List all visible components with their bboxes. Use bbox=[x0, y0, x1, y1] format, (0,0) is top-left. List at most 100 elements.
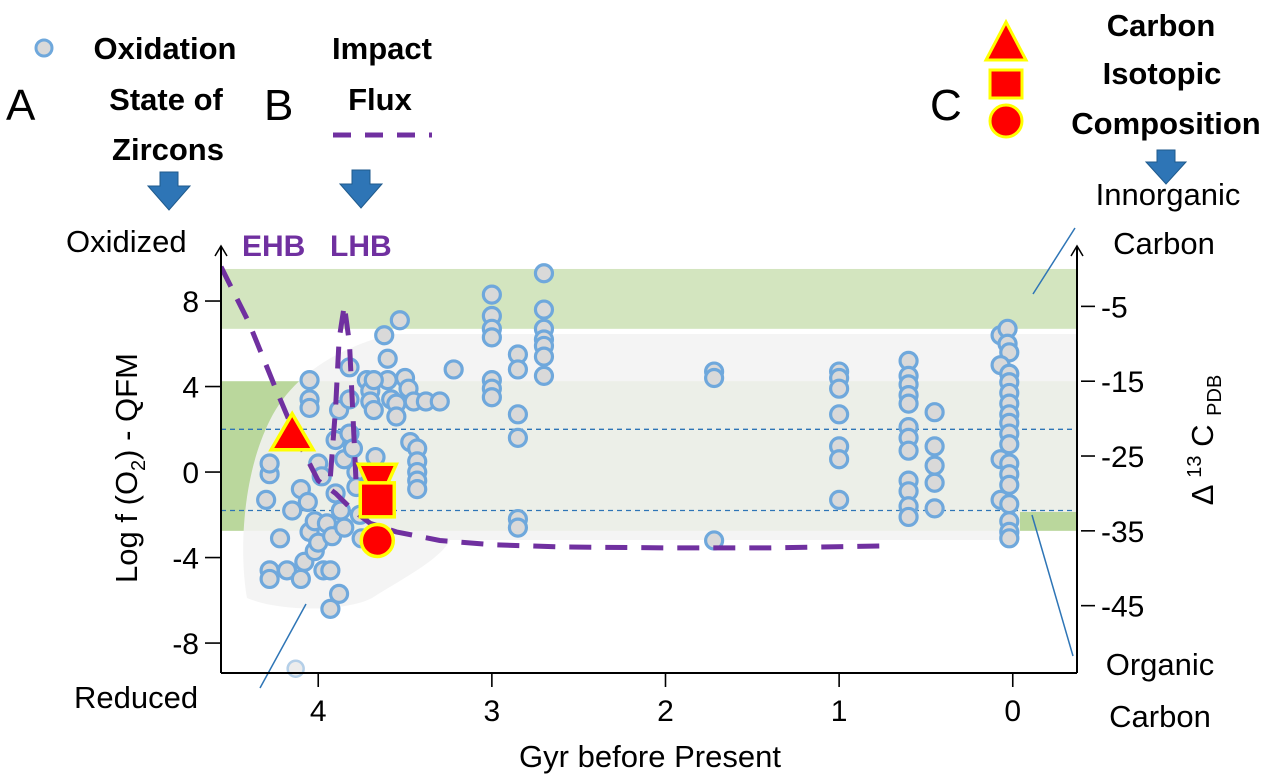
x-tick-label: 2 bbox=[657, 695, 674, 728]
zircon-point bbox=[533, 346, 555, 367]
y-left-label-subscript: 2 bbox=[128, 460, 150, 471]
zircon-point bbox=[829, 449, 850, 470]
zircon-point bbox=[829, 378, 850, 399]
inorganic-label-line-2: Carbon bbox=[1113, 226, 1215, 261]
zircon-point bbox=[829, 489, 850, 510]
panel-a-title-line-2: State of bbox=[109, 82, 223, 117]
zircon-point-outlier bbox=[286, 659, 305, 678]
down-arrow-icon bbox=[1144, 149, 1188, 185]
x-tick-label: 1 bbox=[831, 695, 848, 728]
inorganic-carbon-band bbox=[221, 268, 1077, 329]
y-right-axis-label: Δ 13 C PDB bbox=[1184, 375, 1226, 506]
panel-c-title-line-2: Isotopic bbox=[1103, 56, 1222, 91]
panel-a-title-line-1: Oxidation bbox=[94, 31, 237, 66]
y-right-tick-label: -25 bbox=[1101, 441, 1144, 474]
y-right-tick-label: -45 bbox=[1101, 591, 1144, 624]
zircon-envelope bbox=[243, 334, 1078, 609]
panel-letter-a: A bbox=[6, 81, 36, 130]
y-right-tick-label: -35 bbox=[1101, 516, 1144, 549]
zircon-point bbox=[389, 310, 410, 331]
zircon-point bbox=[374, 325, 395, 346]
y-left-label-part-3: ) - QFM bbox=[109, 353, 144, 460]
x-ticks: 4 3 2 1 0 bbox=[310, 673, 1021, 728]
zircon-point bbox=[259, 568, 280, 590]
panel-letter-b: B bbox=[264, 81, 293, 130]
down-arrow-icon bbox=[338, 169, 384, 209]
zircon-point bbox=[999, 434, 1020, 455]
zircon-point bbox=[924, 402, 945, 423]
y-right-label-subscript: PDB bbox=[1204, 375, 1226, 416]
left-axis-arrow-icon bbox=[214, 244, 228, 257]
zircon-point bbox=[999, 494, 1020, 515]
y-left-label-part-1: Log f (O bbox=[109, 471, 144, 583]
zircon-point bbox=[924, 455, 945, 476]
x-tick-label: 0 bbox=[1004, 695, 1021, 728]
panel-a-header: A Oxidation State of Zircons bbox=[6, 31, 237, 211]
zircon-point bbox=[334, 517, 355, 538]
zircon-point bbox=[386, 406, 407, 427]
inorganic-pointer-line bbox=[1032, 227, 1076, 295]
y-right-tick-label: -5 bbox=[1101, 291, 1128, 324]
zircon-point bbox=[507, 427, 529, 448]
zircon-point bbox=[481, 284, 502, 305]
organic-label-line-2: Carbon bbox=[1109, 699, 1211, 734]
zircon-point bbox=[290, 568, 311, 590]
zircon-point bbox=[924, 472, 945, 493]
zircon-point bbox=[999, 528, 1020, 549]
zircon-point bbox=[363, 399, 384, 421]
zircon-point bbox=[282, 500, 303, 521]
y-left-ticks: 8 4 0 -4 -8 bbox=[172, 286, 221, 661]
zircon-point bbox=[407, 479, 428, 500]
y-left-tick-label: -8 bbox=[172, 628, 199, 661]
zircon-point bbox=[898, 440, 919, 461]
zircon-point bbox=[898, 393, 919, 414]
zircon-point bbox=[829, 404, 850, 425]
panel-c-header: C Carbon Isotopic Composition bbox=[930, 8, 1261, 185]
y-left-axis-label: Log f (O2) - QFM bbox=[109, 353, 150, 583]
zircon-point bbox=[429, 391, 450, 412]
oxidized-label: Oxidized bbox=[66, 224, 187, 259]
zircon-point bbox=[924, 436, 945, 457]
x-tick-label: 4 bbox=[310, 695, 327, 728]
impact-flux-curves bbox=[221, 265, 892, 551]
y-left-tick-label: -4 bbox=[172, 543, 199, 576]
zircon-point bbox=[443, 359, 464, 380]
right-axis-arrow-icon bbox=[1070, 244, 1084, 257]
zircon-point bbox=[481, 327, 502, 348]
triangle-legend-marker bbox=[983, 18, 1029, 62]
square-legend-marker bbox=[988, 68, 1024, 100]
carbon-markers bbox=[268, 410, 399, 559]
x-axis-label: Gyr before Present bbox=[519, 739, 781, 774]
zircon-point bbox=[507, 404, 529, 425]
zircon-point bbox=[299, 370, 320, 391]
lhb-label: LHB bbox=[330, 230, 392, 263]
zircon-point bbox=[256, 489, 277, 510]
zircon-point bbox=[320, 560, 341, 581]
zircon-point bbox=[269, 528, 291, 549]
zircon-point bbox=[481, 387, 502, 408]
y-right-tick-label: -15 bbox=[1101, 366, 1144, 399]
panel-b-title-line-1: Impact bbox=[332, 31, 432, 66]
zircon-point bbox=[363, 370, 384, 391]
zircon-legend-marker bbox=[34, 38, 54, 58]
panel-a-title-line-3: Zircons bbox=[112, 132, 224, 167]
x-tick-label: 3 bbox=[484, 695, 501, 728]
panel-letter-c: C bbox=[930, 81, 962, 130]
y-right-ticks: -5 -15 -25 -35 -45 bbox=[1081, 291, 1144, 624]
zircon-point bbox=[507, 517, 529, 538]
ehb-flux-curve bbox=[221, 265, 892, 551]
zircon-point bbox=[533, 365, 555, 386]
y-left-tick-label: 0 bbox=[182, 457, 199, 490]
inorganic-label-line-1: Innorganic bbox=[1096, 177, 1241, 212]
zircon-point bbox=[297, 491, 318, 513]
carbon-circle-marker bbox=[359, 522, 396, 559]
panel-c-title-line-1: Carbon bbox=[1107, 8, 1216, 43]
y-left-tick-label: 8 bbox=[182, 286, 199, 319]
zircon-point bbox=[259, 453, 280, 474]
zircon-point bbox=[924, 498, 945, 519]
zircon-points bbox=[256, 263, 1020, 678]
axes bbox=[214, 244, 1084, 674]
carbon-triangle-marker bbox=[268, 410, 317, 452]
y-right-label-delta: Δ bbox=[1185, 478, 1220, 506]
